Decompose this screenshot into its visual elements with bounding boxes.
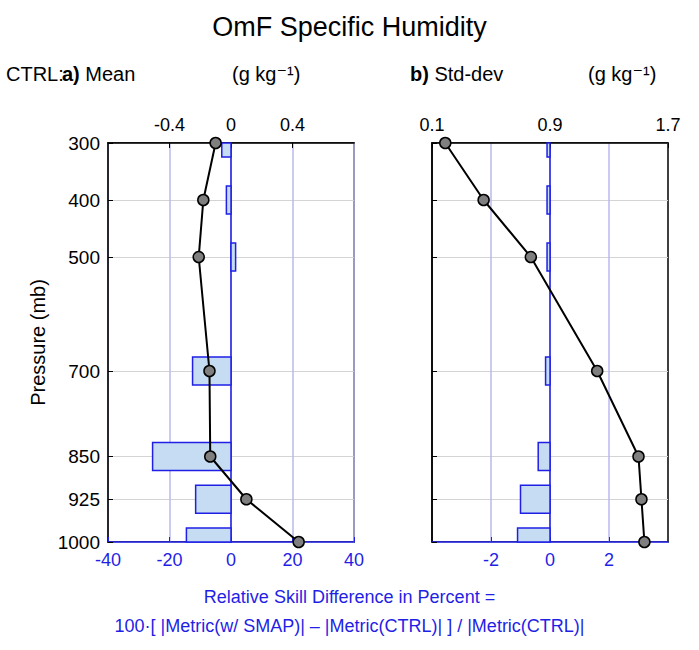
svg-text:400: 400 <box>68 190 100 211</box>
svg-text:850: 850 <box>68 446 100 467</box>
svg-text:Relative Skill Difference in P: Relative Skill Difference in Percent = <box>204 587 495 607</box>
svg-text:20: 20 <box>282 550 302 570</box>
svg-text:0.4: 0.4 <box>280 115 305 135</box>
svg-text:1.7: 1.7 <box>655 115 680 135</box>
svg-text:0: 0 <box>226 115 236 135</box>
svg-text:300: 300 <box>68 133 100 154</box>
svg-text:925: 925 <box>68 489 100 510</box>
svg-text:OmF Specific Humidity: OmF Specific Humidity <box>212 12 487 42</box>
svg-text:1000: 1000 <box>58 532 100 553</box>
svg-text:0: 0 <box>226 550 236 570</box>
svg-text:-2: -2 <box>483 550 499 570</box>
svg-text:500: 500 <box>68 247 100 268</box>
svg-text:CTRL:: CTRL: <box>6 63 64 85</box>
svg-text:b): b) <box>410 63 429 85</box>
svg-text:Pressure (mb): Pressure (mb) <box>27 279 49 406</box>
svg-text:-0.4: -0.4 <box>154 115 185 135</box>
svg-text:-20: -20 <box>156 550 182 570</box>
svg-text:a): a) <box>62 63 80 85</box>
svg-text:(g kg⁻¹): (g kg⁻¹) <box>588 63 656 85</box>
svg-text:Std-dev: Std-dev <box>429 63 503 85</box>
svg-text:0: 0 <box>545 550 555 570</box>
svg-text:2: 2 <box>604 550 614 570</box>
svg-text:0.9: 0.9 <box>537 115 562 135</box>
svg-text:100·[ |Metric(w/ SMAP)| – |Met: 100·[ |Metric(w/ SMAP)| – |Metric(CTRL)|… <box>114 616 584 636</box>
svg-text:Mean: Mean <box>80 63 136 85</box>
svg-text:(g kg⁻¹): (g kg⁻¹) <box>232 63 300 85</box>
svg-text:700: 700 <box>68 361 100 382</box>
svg-text:0.1: 0.1 <box>419 115 444 135</box>
svg-text:40: 40 <box>344 550 364 570</box>
svg-text:-40: -40 <box>95 550 121 570</box>
